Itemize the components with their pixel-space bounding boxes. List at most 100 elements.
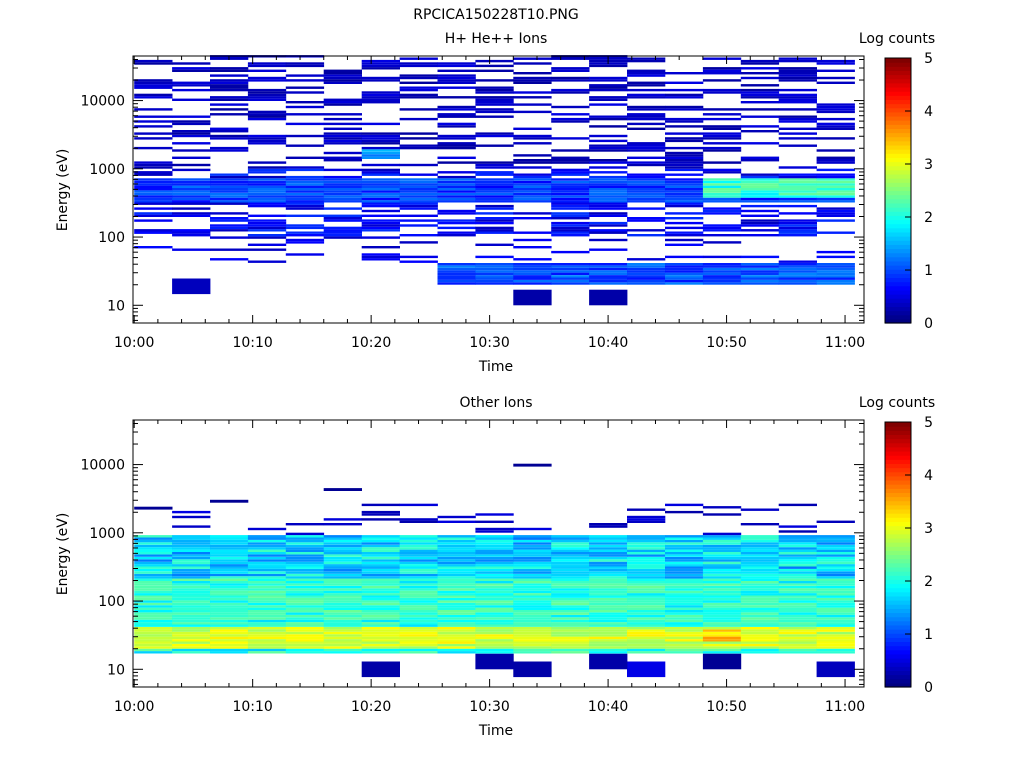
heatmap-cell — [437, 537, 476, 540]
heatmap-cell — [134, 602, 173, 606]
heatmap-cell — [134, 163, 173, 167]
heatmap-cell — [210, 636, 249, 639]
heatmap-cell — [740, 279, 780, 283]
colorbar-segment — [885, 62, 911, 67]
heatmap-cell — [665, 588, 704, 591]
heatmap-cell — [589, 643, 628, 647]
heatmap-cell — [285, 631, 325, 635]
heatmap-cell — [399, 629, 438, 632]
heatmap-cell — [702, 161, 742, 164]
heatmap-cell — [740, 535, 780, 538]
heatmap-cell — [285, 564, 325, 567]
heatmap-cell — [778, 595, 817, 598]
colorbar-segment — [885, 546, 911, 551]
heatmap-cell — [513, 581, 552, 584]
heatmap-cell — [172, 202, 211, 205]
heatmap-cell — [816, 578, 855, 581]
heatmap-cell — [172, 195, 211, 198]
heatmap-cell — [589, 180, 628, 184]
heatmap-cell — [740, 115, 780, 118]
heatmap-cell — [665, 583, 704, 586]
heatmap-cell — [551, 188, 590, 191]
heatmap-cell — [627, 554, 666, 557]
heatmap-cell — [627, 515, 666, 519]
heatmap-cell — [513, 576, 552, 579]
heatmap-cell — [475, 88, 514, 92]
heatmap-cell — [323, 643, 362, 647]
heatmap-cell — [399, 178, 438, 181]
heatmap-cell — [361, 513, 400, 516]
heatmap-cell — [475, 219, 514, 222]
heatmap-cell — [627, 263, 666, 266]
heatmap-cell — [513, 76, 552, 80]
heatmap-cell — [589, 559, 628, 562]
heatmap-cell — [513, 275, 552, 278]
heatmap-cell — [665, 559, 704, 562]
heatmap-cell — [475, 651, 514, 654]
heatmap-cell — [665, 537, 704, 540]
heatmap-cell — [665, 598, 704, 601]
heatmap-cell — [361, 549, 400, 552]
heatmap-cell — [361, 59, 400, 63]
heatmap-cell — [551, 571, 590, 574]
heatmap-cell — [285, 643, 325, 647]
heatmap-cell — [437, 571, 476, 574]
heatmap-cell — [475, 631, 514, 635]
heatmap-cell — [740, 602, 780, 606]
heatmap-cell — [210, 610, 249, 613]
heatmap-cell — [134, 59, 173, 63]
heatmap-cell — [816, 568, 855, 572]
heatmap-cell — [399, 88, 438, 92]
heatmap-cell — [778, 539, 817, 543]
heatmap-cell — [323, 619, 362, 623]
heatmap-cell — [702, 209, 742, 213]
heatmap-cell — [134, 212, 173, 215]
heatmap-cell — [778, 568, 817, 572]
colorbar-tick-label: 0 — [924, 680, 933, 696]
heatmap-cell — [627, 149, 666, 152]
heatmap-cell — [361, 202, 400, 205]
heatmap-cell — [134, 173, 173, 176]
heatmap-cell — [172, 636, 211, 639]
heatmap-cell — [437, 561, 476, 565]
heatmap-cell — [702, 617, 742, 620]
heatmap-cell — [513, 559, 552, 562]
heatmap-cell — [437, 639, 476, 642]
heatmap-cell — [627, 583, 666, 586]
heatmap-cell — [513, 544, 552, 548]
heatmap-cell — [134, 214, 173, 217]
heatmap-cell — [740, 255, 780, 259]
heatmap-cell — [778, 566, 817, 569]
heatmap-cell — [589, 175, 628, 179]
heatmap-cell — [172, 617, 211, 620]
heatmap-cell — [437, 195, 476, 198]
heatmap-cell — [665, 277, 704, 280]
heatmap-cell — [475, 91, 514, 94]
colorbar-segment — [885, 78, 911, 84]
heatmap-cell — [665, 617, 704, 620]
heatmap-cell — [475, 178, 514, 181]
heatmap-cell — [627, 646, 666, 649]
heatmap-cell — [172, 607, 211, 610]
heatmap-cell — [778, 117, 817, 121]
colorbar-segment — [885, 140, 911, 146]
heatmap-cell — [740, 62, 780, 65]
heatmap-cell — [816, 137, 855, 140]
colorbar-segment — [885, 194, 911, 200]
heatmap-cell — [702, 639, 742, 642]
heatmap-cell — [285, 561, 325, 565]
heatmap-cell — [778, 275, 817, 278]
heatmap-cell — [740, 552, 780, 555]
heatmap-cell — [513, 197, 552, 201]
colorbar-segment — [885, 513, 911, 518]
heatmap-cell — [702, 573, 742, 577]
heatmap-cell — [172, 627, 211, 630]
heatmap-cell — [172, 622, 211, 625]
heatmap-cell — [285, 595, 325, 598]
heatmap-cell — [247, 134, 287, 138]
heatmap-cell — [589, 289, 628, 306]
heatmap-cell — [210, 202, 249, 205]
heatmap-cell — [816, 267, 855, 271]
heatmap-cell — [210, 561, 249, 565]
